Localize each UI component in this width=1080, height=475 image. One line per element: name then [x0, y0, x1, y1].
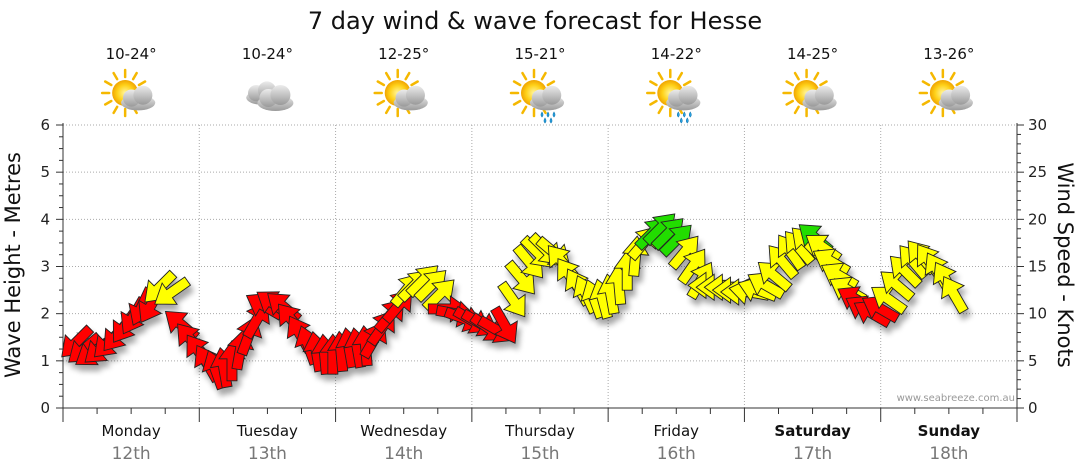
wind-arrow	[497, 280, 526, 318]
wind-arrow	[154, 276, 192, 305]
day-label: Friday	[654, 422, 700, 440]
day-temperature: 13-26°	[923, 45, 974, 63]
day-date-label: 15th	[520, 444, 559, 464]
day-date-label: 17th	[793, 444, 832, 464]
y-axis-left-title: Wave Height - Metres	[1, 152, 25, 378]
sun-cloud-icon	[100, 68, 156, 118]
sun-cloud-rain-icon	[646, 68, 701, 124]
cloud-icon	[246, 81, 294, 111]
credit-text: www.seabreeze.com.au	[897, 393, 1015, 404]
day-label: Wednesday	[360, 422, 447, 440]
chart-title: 7 day wind & wave forecast for Hesse	[308, 7, 762, 35]
y-left-tick-label: 1	[40, 352, 50, 370]
y-right-tick-label: 30	[1028, 116, 1047, 134]
sun-cloud-icon	[373, 68, 428, 118]
y-axis-right-title: Wind Speed - Knots	[1053, 162, 1077, 367]
chart-axes: 0 1 2 3 4 5 6 0 5 10 15 20 25 30 Monday 12th Tuesday 13th…	[40, 116, 1047, 464]
day-date-label: 16th	[657, 444, 696, 464]
day-temperature: 12-25°	[378, 45, 429, 63]
y-left-tick-label: 0	[40, 399, 50, 417]
wind-arrow	[242, 301, 270, 340]
wind-arrow-series	[61, 213, 969, 391]
day-date-label: 18th	[929, 444, 968, 464]
day-date-label: 12th	[112, 444, 151, 464]
day-forecast-header: 10-24° 10-24° 12-25° 15-21° 14-22° 14-25° 13-2…	[100, 45, 974, 124]
y-left-tick-label: 4	[40, 210, 50, 228]
day-date-label: 14th	[384, 444, 423, 464]
y-left-tick-label: 3	[40, 258, 50, 276]
day-label: Thursday	[504, 422, 575, 440]
day-temperature: 15-21°	[514, 45, 565, 63]
day-temperature: 10-24°	[106, 45, 157, 63]
wind-arrow	[941, 275, 969, 315]
day-date-label: 13th	[248, 444, 287, 464]
wind-arrow	[805, 234, 843, 264]
sun-cloud-icon	[782, 68, 837, 118]
y-right-tick-label: 5	[1028, 352, 1038, 370]
sun-cloud-rain-icon	[509, 68, 565, 124]
day-temperature: 10-24°	[242, 45, 293, 63]
day-label: Monday	[102, 422, 161, 440]
y-right-tick-label: 0	[1028, 399, 1038, 417]
day-temperature: 14-25°	[787, 45, 838, 63]
day-label: Tuesday	[236, 422, 298, 440]
y-right-tick-label: 25	[1028, 163, 1047, 181]
day-temperature: 14-22°	[651, 45, 702, 63]
sun-cloud-icon	[918, 68, 973, 118]
day-label: Sunday	[918, 422, 981, 440]
y-right-tick-label: 10	[1028, 305, 1047, 323]
y-left-tick-label: 5	[40, 163, 50, 181]
y-left-tick-label: 2	[40, 305, 50, 323]
wind-arrow	[490, 305, 518, 344]
y-right-tick-label: 15	[1028, 258, 1047, 276]
y-left-tick-label: 6	[40, 116, 50, 134]
y-right-tick-label: 20	[1028, 210, 1047, 228]
day-label: Saturday	[774, 422, 851, 440]
